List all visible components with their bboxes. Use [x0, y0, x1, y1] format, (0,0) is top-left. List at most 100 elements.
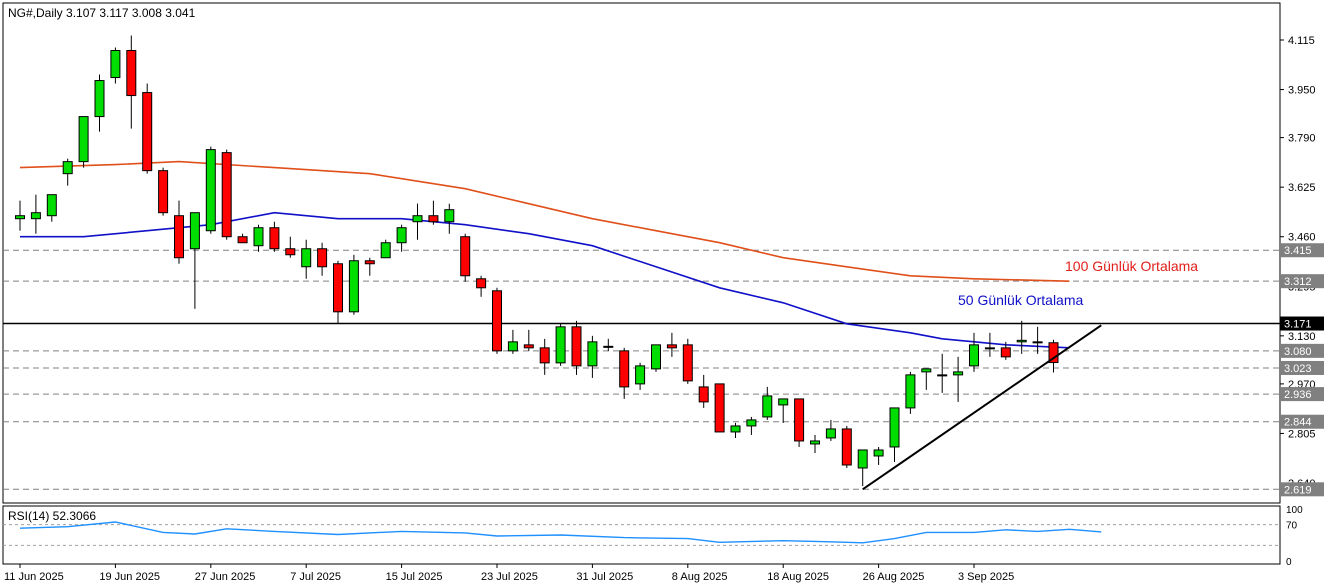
- candle[interactable]: [317, 242, 328, 276]
- candle[interactable]: [428, 200, 439, 225]
- candle[interactable]: [523, 329, 534, 351]
- candle[interactable]: [444, 203, 455, 234]
- candle[interactable]: [30, 194, 41, 234]
- candle[interactable]: [746, 416, 757, 435]
- candle[interactable]: [984, 332, 995, 357]
- candle[interactable]: [237, 233, 248, 244]
- candle-body-bear: [237, 236, 248, 244]
- candle[interactable]: [794, 398, 805, 447]
- candle[interactable]: [301, 239, 312, 279]
- candle-body-bull: [873, 449, 884, 457]
- candle[interactable]: [730, 422, 741, 438]
- candle[interactable]: [953, 356, 964, 402]
- level-price-tag: [1280, 360, 1324, 375]
- candle[interactable]: [412, 203, 423, 240]
- candle-body-bear: [269, 227, 280, 250]
- candle[interactable]: [841, 425, 852, 468]
- level-price-label: 2.936: [1284, 389, 1312, 401]
- candle-body-bull: [253, 227, 264, 247]
- candle-body-bear: [666, 344, 677, 349]
- candle[interactable]: [62, 158, 73, 186]
- candle-body-bull: [825, 428, 836, 439]
- candle[interactable]: [571, 320, 582, 375]
- candle[interactable]: [619, 347, 630, 399]
- candlestick-series: [15, 35, 1059, 487]
- candle[interactable]: [364, 257, 375, 276]
- candle[interactable]: [698, 374, 709, 408]
- candle[interactable]: [492, 287, 502, 354]
- candle[interactable]: [1048, 339, 1059, 373]
- candle[interactable]: [937, 353, 948, 393]
- candle[interactable]: [221, 149, 232, 240]
- candle-body-bull: [953, 371, 964, 376]
- candle[interactable]: [142, 83, 153, 174]
- level-price-tag: [1280, 387, 1324, 402]
- date-tick-label: 23 Jul 2025: [481, 571, 538, 583]
- candle-body-bull: [110, 50, 121, 79]
- candle[interactable]: [921, 368, 932, 390]
- candle[interactable]: [507, 329, 518, 354]
- candle[interactable]: [348, 254, 359, 315]
- candle[interactable]: [682, 338, 693, 384]
- candle[interactable]: [539, 338, 550, 375]
- rsi-tick-label: 100: [1286, 505, 1303, 516]
- candle[interactable]: [905, 371, 916, 414]
- candle[interactable]: [889, 407, 900, 462]
- candle[interactable]: [810, 434, 820, 453]
- candle[interactable]: [651, 344, 661, 372]
- trendline-segment[interactable]: [862, 324, 1102, 491]
- candle[interactable]: [635, 362, 646, 390]
- candle[interactable]: [587, 335, 598, 378]
- candle[interactable]: [476, 275, 487, 297]
- candle[interactable]: [15, 200, 25, 231]
- candle[interactable]: [460, 233, 471, 282]
- price-tick-label: 3.950: [1288, 85, 1316, 97]
- candle-body-bull: [30, 212, 41, 220]
- candle[interactable]: [110, 47, 121, 84]
- candle-body-bear: [285, 248, 296, 256]
- candle[interactable]: [174, 200, 184, 264]
- candle[interactable]: [969, 332, 979, 372]
- candle[interactable]: [253, 224, 264, 252]
- candle-body-bear: [841, 428, 852, 466]
- candle[interactable]: [555, 323, 566, 366]
- candle[interactable]: [825, 419, 836, 441]
- candle-body-bear: [333, 263, 343, 313]
- candle[interactable]: [126, 35, 137, 129]
- candle-body-bull: [762, 395, 773, 418]
- candle-body-bear: [619, 350, 630, 388]
- candle[interactable]: [94, 74, 105, 132]
- candle[interactable]: [778, 398, 789, 423]
- candle[interactable]: [714, 383, 725, 433]
- candle[interactable]: [333, 260, 343, 324]
- candle[interactable]: [603, 338, 614, 351]
- support-trendline[interactable]: [862, 324, 1102, 491]
- candle[interactable]: [189, 212, 200, 309]
- level-price-tag: [1280, 316, 1324, 331]
- date-tick-label: 31 Jul 2025: [576, 571, 633, 583]
- date-tick-label: 8 Aug 2025: [672, 571, 728, 583]
- candle[interactable]: [1000, 341, 1011, 360]
- candle[interactable]: [762, 386, 773, 420]
- candle-body-bull: [969, 344, 979, 367]
- candle[interactable]: [666, 332, 677, 357]
- candle-body-bear: [476, 278, 487, 289]
- candle[interactable]: [396, 224, 407, 252]
- candle-body-bear: [158, 170, 169, 214]
- date-tick-label: 26 Aug 2025: [863, 571, 925, 583]
- candle[interactable]: [1032, 326, 1043, 354]
- candle[interactable]: [285, 236, 296, 258]
- candle[interactable]: [46, 194, 57, 222]
- candle[interactable]: [158, 167, 169, 216]
- candle[interactable]: [857, 449, 868, 487]
- rsi-indicator: 100 70 0: [3, 505, 1303, 568]
- candle-body-bull: [78, 116, 89, 163]
- candle[interactable]: [873, 446, 884, 465]
- candle[interactable]: [1016, 320, 1027, 354]
- candle[interactable]: [380, 239, 391, 259]
- candle[interactable]: [78, 116, 89, 168]
- candle[interactable]: [269, 221, 280, 252]
- candle[interactable]: [205, 146, 216, 234]
